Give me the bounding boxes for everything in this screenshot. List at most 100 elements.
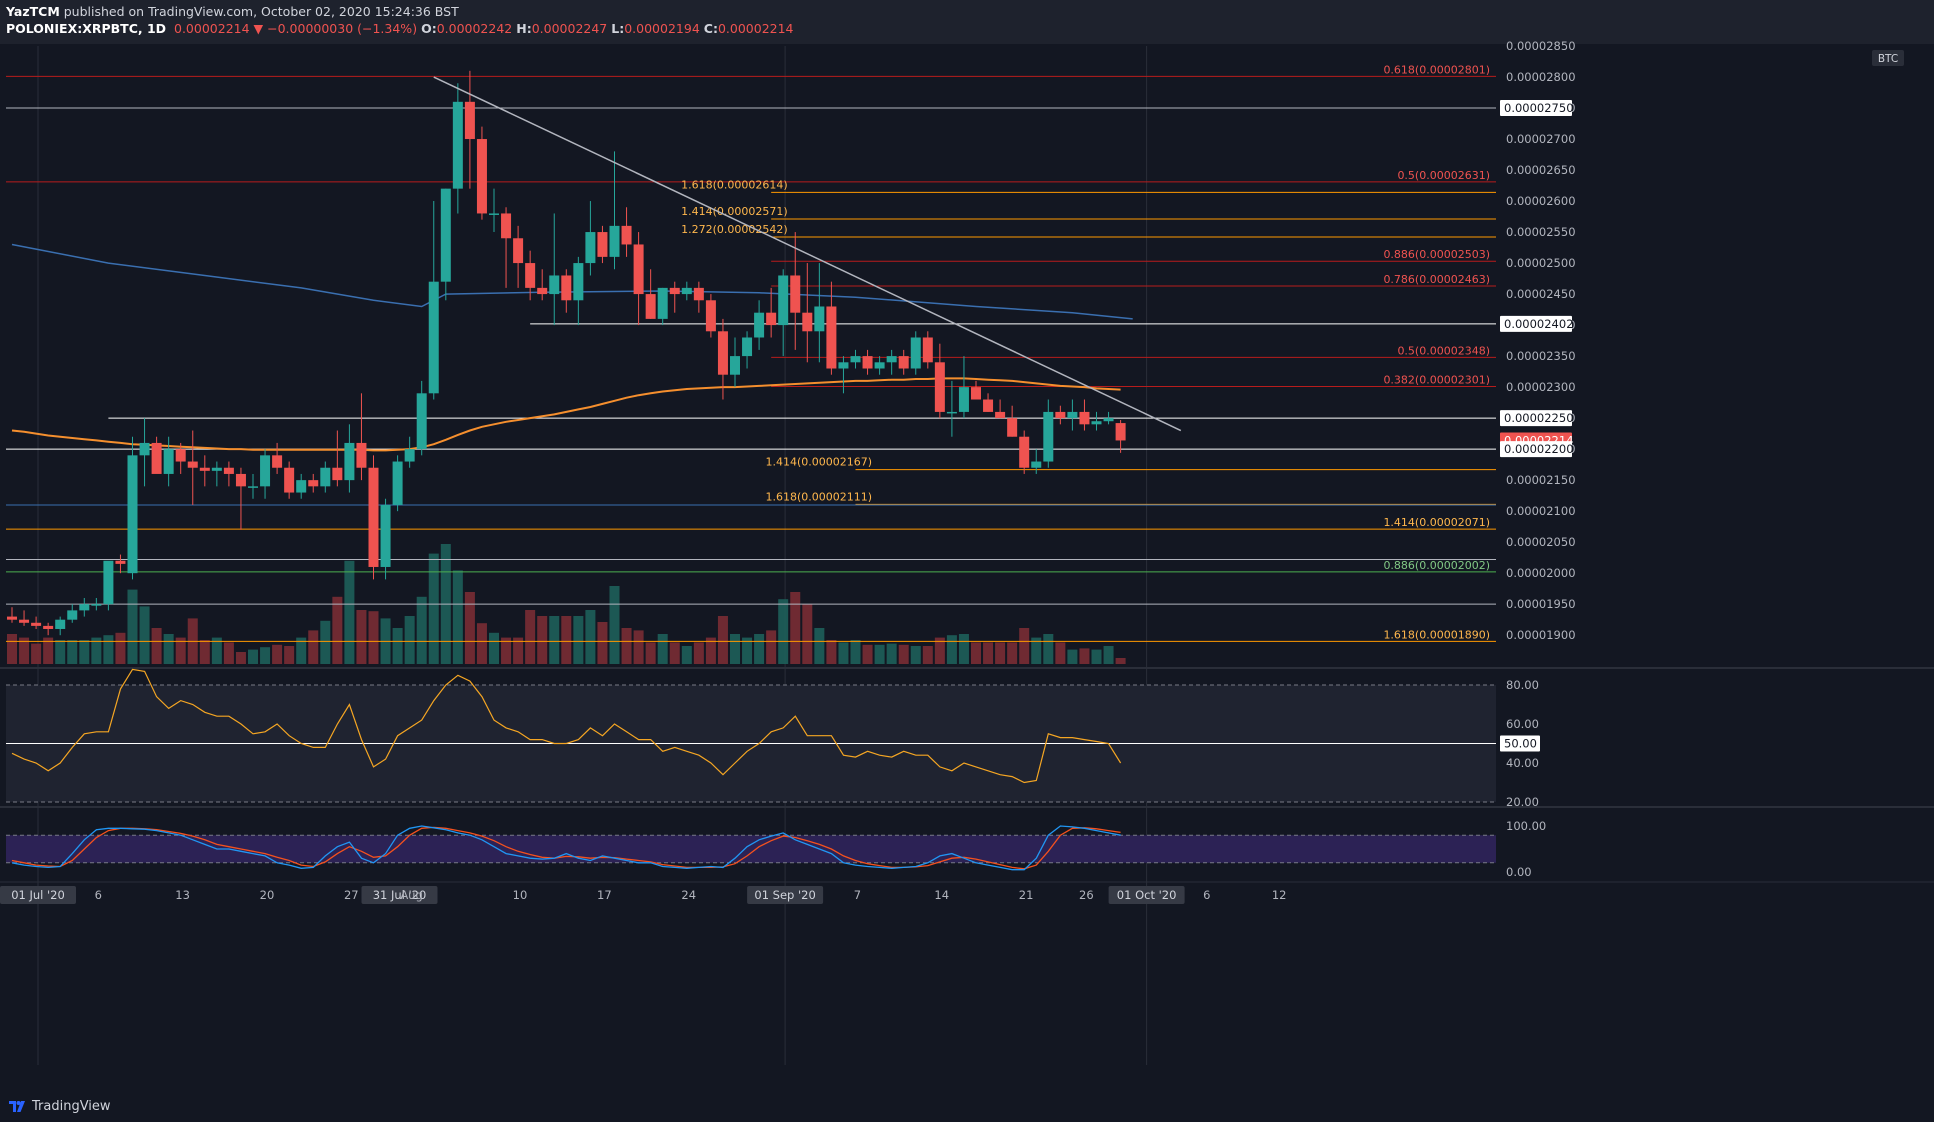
candle[interactable] (392, 461, 403, 505)
candle[interactable] (525, 263, 536, 288)
candle[interactable] (874, 362, 885, 369)
candle[interactable] (922, 337, 933, 363)
candle[interactable] (910, 337, 921, 369)
candle[interactable] (705, 300, 716, 332)
author-name[interactable]: YazTCM (6, 4, 60, 19)
candle[interactable] (1031, 461, 1042, 468)
candle[interactable] (489, 213, 499, 215)
candle[interactable] (320, 467, 331, 487)
candle[interactable] (549, 275, 560, 295)
candle[interactable] (597, 232, 608, 257)
candle[interactable] (175, 449, 186, 462)
candle[interactable] (995, 411, 1006, 419)
candle[interactable] (127, 455, 138, 574)
candle[interactable] (404, 449, 415, 462)
candle[interactable] (778, 275, 789, 326)
candle[interactable] (946, 411, 957, 414)
candle[interactable] (886, 356, 897, 363)
candle[interactable] (272, 455, 283, 468)
candle[interactable] (31, 622, 42, 626)
tradingview-brand[interactable]: TradingView (32, 1099, 111, 1114)
candle[interactable] (260, 455, 271, 487)
candle[interactable] (681, 287, 692, 295)
moving-average-200-line[interactable] (11, 243, 1133, 320)
candle[interactable] (308, 480, 319, 487)
candle[interactable] (958, 387, 969, 412)
candle[interactable] (1007, 418, 1018, 437)
candle[interactable] (368, 467, 379, 567)
candle[interactable] (838, 362, 849, 369)
price-chart[interactable]: 0.618(0.00002801) 0.5(0.00002631) 1.618(0.… (0, 0, 1934, 1094)
candle[interactable] (657, 287, 668, 319)
candle[interactable] (428, 281, 439, 394)
candle[interactable] (971, 387, 981, 400)
candle[interactable] (983, 399, 994, 412)
candle[interactable] (934, 362, 945, 412)
candle[interactable] (151, 442, 162, 474)
candle[interactable] (1055, 411, 1066, 419)
candle[interactable] (609, 225, 620, 257)
candle[interactable] (790, 275, 801, 313)
candle[interactable] (645, 294, 656, 319)
candle[interactable] (476, 139, 487, 214)
candle[interactable] (537, 287, 548, 295)
candle[interactable] (573, 263, 584, 301)
candle[interactable] (199, 467, 210, 471)
candle[interactable] (826, 306, 837, 369)
candle[interactable] (621, 225, 632, 245)
candle[interactable] (103, 560, 114, 605)
candle[interactable] (742, 337, 753, 357)
candle[interactable] (464, 101, 475, 140)
candle[interactable] (501, 213, 512, 239)
candle[interactable] (223, 467, 234, 474)
candle[interactable] (211, 467, 222, 471)
candle[interactable] (693, 287, 704, 301)
candle[interactable] (332, 467, 343, 481)
candle[interactable] (802, 312, 813, 332)
symbol-name[interactable]: POLONIEX:XRPBTC, 1D (6, 21, 167, 36)
candle[interactable] (585, 232, 596, 264)
candle[interactable] (440, 188, 451, 282)
candle[interactable] (187, 461, 198, 468)
candle[interactable] (380, 504, 391, 567)
candle[interactable] (1079, 411, 1090, 425)
candle[interactable] (754, 312, 765, 338)
candle[interactable] (55, 619, 66, 629)
candle[interactable] (248, 486, 258, 488)
candle[interactable] (139, 442, 150, 456)
candle[interactable] (1115, 423, 1126, 441)
candle[interactable] (633, 244, 644, 295)
candle[interactable] (730, 356, 740, 375)
candle[interactable] (43, 625, 54, 629)
candle[interactable] (452, 101, 463, 189)
candle[interactable] (1103, 418, 1114, 422)
candle[interactable] (67, 610, 78, 620)
candle[interactable] (163, 449, 174, 474)
candle[interactable] (115, 560, 126, 564)
descending-trendline[interactable] (433, 76, 1182, 432)
candle[interactable] (1019, 436, 1030, 468)
candle[interactable] (513, 238, 524, 264)
candle[interactable] (669, 287, 680, 295)
stoch-k-line[interactable] (11, 825, 1121, 871)
candle[interactable] (284, 467, 295, 493)
candle[interactable] (91, 604, 102, 606)
candle[interactable] (19, 619, 30, 623)
candle[interactable] (1043, 411, 1054, 462)
candle[interactable] (344, 442, 355, 481)
candle[interactable] (1067, 411, 1078, 419)
rsi-line[interactable] (11, 668, 1122, 784)
candle[interactable] (7, 616, 17, 620)
candle[interactable] (296, 480, 307, 493)
candle[interactable] (862, 356, 873, 369)
candle[interactable] (235, 473, 246, 487)
candle[interactable] (717, 331, 728, 375)
candle[interactable] (898, 356, 909, 369)
candle[interactable] (1091, 421, 1102, 425)
candle[interactable] (814, 306, 825, 332)
candle[interactable] (850, 356, 861, 363)
candle[interactable] (561, 275, 572, 301)
candle[interactable] (416, 393, 427, 450)
candle[interactable] (766, 312, 777, 326)
candle[interactable] (79, 604, 90, 611)
